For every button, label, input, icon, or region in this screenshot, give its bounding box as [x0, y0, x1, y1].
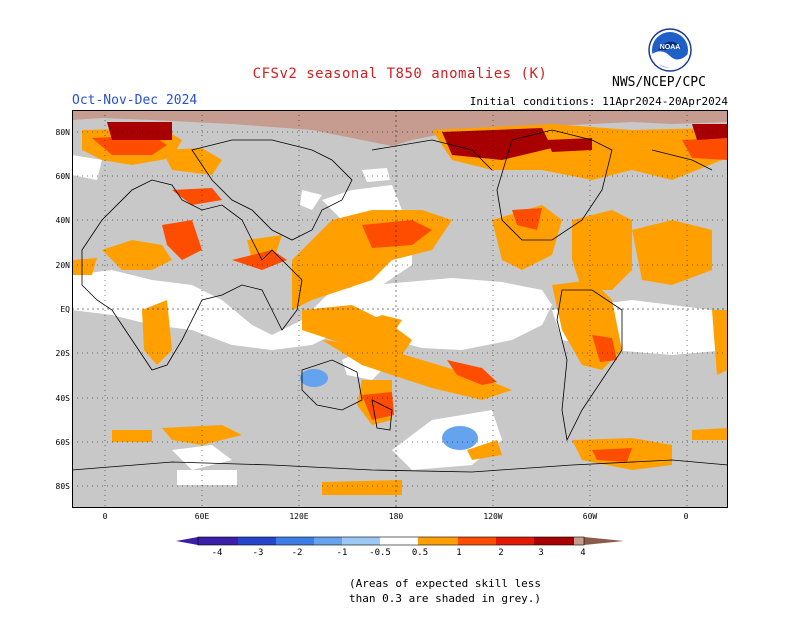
- colorbar-tick-label: -0.5: [369, 548, 391, 558]
- lat-label: 20N: [55, 261, 70, 270]
- colorbar-tick-label: 3: [538, 548, 544, 558]
- map-title: CFSv2 seasonal T850 anomalies (K): [252, 66, 548, 82]
- colorbar: [176, 536, 624, 546]
- map-frame: [72, 110, 728, 508]
- colorbar-tick-label: 2: [498, 548, 504, 558]
- lon-label: 120E: [289, 512, 309, 521]
- colorbar-tick-label: 4: [580, 548, 586, 558]
- polar-band: [72, 110, 728, 146]
- lon-label: 0: [102, 512, 108, 521]
- logo-text: NOAA: [660, 44, 681, 51]
- colorbar-tick-label: 1: [456, 548, 462, 558]
- lon-label: 120W: [483, 512, 503, 521]
- map-canvas: [72, 110, 728, 508]
- colorbar-tick-label: -2: [291, 548, 303, 558]
- noaa-logo-icon: NOAA: [648, 28, 692, 72]
- lon-label: 0: [683, 512, 689, 521]
- anomaly-1-2: [92, 135, 728, 462]
- season-label: Oct-Nov-Dec 2024: [72, 93, 198, 108]
- lon-label: 60E: [194, 512, 210, 521]
- skill-note-line: (Areas of expected skill less: [349, 577, 542, 590]
- skill-note: (Areas of expected skill less than 0.3 a…: [349, 576, 541, 606]
- lon-label: 60W: [582, 512, 598, 521]
- lon-label: 180: [388, 512, 404, 521]
- lat-label: 40S: [55, 394, 70, 403]
- initial-conditions-label: Initial conditions: 11Apr2024-20Apr2024: [469, 95, 728, 108]
- colorbar-tick-label: -3: [252, 548, 264, 558]
- colorbar-tick-label: -1: [336, 548, 348, 558]
- anomaly-2-3: [107, 122, 728, 160]
- colorbar-tick-label: -4: [211, 548, 223, 558]
- lat-label: 80S: [55, 482, 70, 491]
- anomaly-neg: [300, 369, 478, 450]
- grid-lines: [72, 110, 728, 508]
- lat-label: 40N: [55, 216, 70, 225]
- lat-label: 20S: [55, 349, 70, 358]
- lat-label: EQ: [60, 305, 70, 314]
- skill-note-line: than 0.3 are shaded in grey.): [349, 592, 542, 605]
- lat-label: 60S: [55, 438, 70, 447]
- colorbar-tick-label: 0.5: [411, 548, 429, 558]
- lat-label: 80N: [55, 128, 70, 137]
- lat-label: 60N: [55, 172, 70, 181]
- agency-label: NWS/NCEP/CPC: [612, 75, 706, 90]
- anomaly-map: [72, 110, 728, 508]
